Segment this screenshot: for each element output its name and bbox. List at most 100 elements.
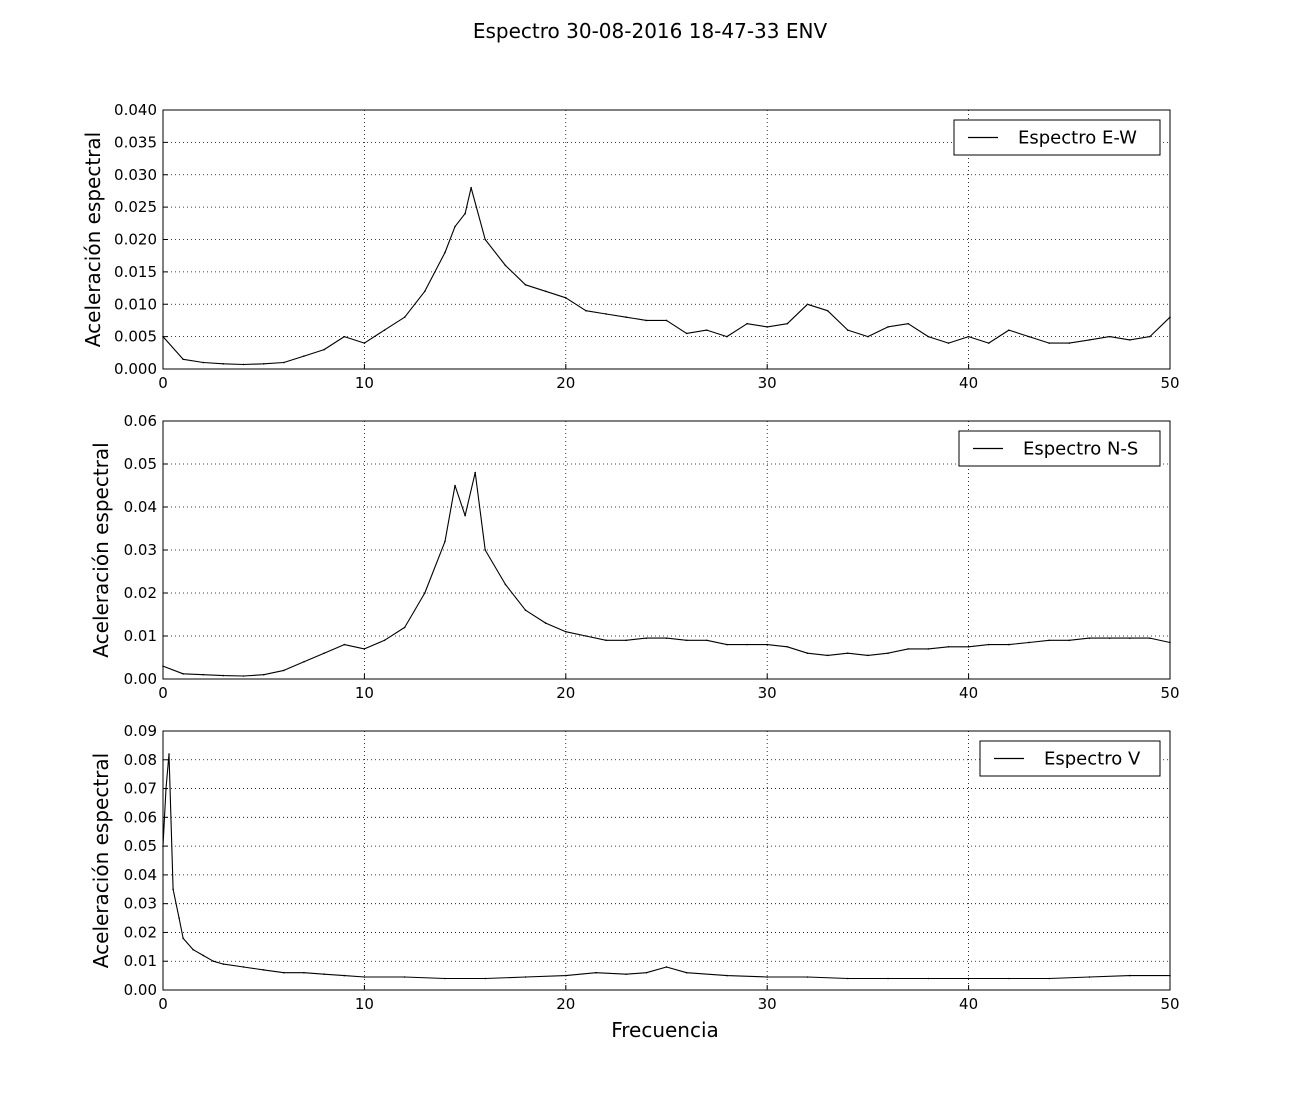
axes-frame	[162, 109, 1171, 370]
legend: Espectro N-S	[958, 430, 1161, 467]
data-point	[464, 514, 466, 517]
legend-label: Espectro N-S	[1023, 439, 1138, 460]
data-point	[262, 363, 265, 365]
data-point	[625, 639, 628, 642]
data-point	[383, 329, 386, 331]
y-tick-label: 0.05	[124, 837, 157, 855]
data-point	[363, 976, 366, 978]
data-point	[464, 212, 466, 215]
data-point	[1048, 639, 1050, 642]
data-point	[585, 309, 587, 312]
data-point	[222, 674, 225, 677]
data-point	[867, 335, 869, 338]
data-point	[1028, 335, 1030, 338]
data-point	[766, 976, 768, 978]
data-point	[1088, 339, 1091, 341]
data-point	[846, 977, 849, 980]
y-tick-label: 0.07	[124, 780, 157, 798]
y-tick-label: 0.035	[114, 133, 157, 151]
data-point	[202, 954, 205, 957]
data-point	[887, 326, 889, 328]
data-point	[283, 971, 285, 974]
data-point	[403, 316, 406, 319]
data-point	[645, 637, 648, 639]
x-tick-label: 30	[758, 995, 777, 1013]
data-point	[454, 484, 456, 487]
data-point	[424, 592, 426, 594]
data-point	[323, 652, 325, 654]
data-point	[524, 609, 527, 611]
x-tick-label: 0	[158, 684, 168, 702]
data-point	[1048, 977, 1050, 980]
y-tick-label: 0.025	[114, 198, 157, 216]
data-point	[565, 630, 567, 633]
y-tick-label: 0.02	[124, 584, 157, 602]
data-point	[524, 284, 527, 286]
data-point	[846, 652, 849, 654]
y-tick-label: 0.00	[124, 670, 157, 688]
data-point	[1048, 342, 1050, 344]
y-tick-label: 0.01	[124, 627, 157, 645]
data-point	[685, 971, 688, 974]
subplots: 0 10 20 30 40 500.0000.0050.0100.0150.0200.02…	[81, 101, 1180, 1013]
data-point	[746, 322, 748, 325]
x-tick-label: 40	[959, 684, 978, 702]
data-point	[867, 654, 869, 657]
data-point	[484, 549, 487, 551]
data-point	[565, 296, 567, 299]
data-point	[363, 342, 366, 344]
data-point	[343, 974, 346, 977]
data-point	[947, 342, 950, 344]
data-point	[202, 361, 205, 364]
x-tick-label: 20	[556, 374, 575, 392]
data-point	[766, 643, 768, 646]
data-point	[182, 937, 184, 939]
x-tick-label: 30	[758, 374, 777, 392]
x-axis-label: Frecuencia	[611, 1018, 719, 1042]
data-point	[907, 322, 909, 325]
y-axis-label: Aceleración espectral	[81, 132, 105, 347]
data-point	[887, 977, 889, 980]
data-point	[726, 335, 728, 338]
data-point	[1068, 639, 1071, 642]
x-tick-label: 40	[959, 995, 978, 1013]
y-axis-label: Aceleración espectral	[89, 442, 113, 657]
data-point	[595, 971, 597, 974]
data-point	[887, 652, 889, 654]
data-point	[172, 888, 174, 891]
legend: Espectro E-W	[953, 119, 1161, 156]
data-point	[524, 976, 527, 978]
x-tick-label: 30	[758, 684, 777, 702]
y-tick-label: 0.03	[124, 541, 157, 559]
x-tick-label: 40	[959, 374, 978, 392]
data-point	[222, 963, 225, 965]
y-tick-label: 0.00	[124, 981, 157, 999]
data-point	[1128, 637, 1131, 639]
data-point	[625, 973, 628, 975]
axes-frame	[162, 730, 1171, 991]
data-point	[665, 637, 668, 639]
data-point	[165, 787, 167, 790]
data-point	[470, 186, 472, 189]
data-point	[474, 471, 476, 474]
subplot-2: 0 10 20 30 40 50 0.00 0.01 0.02 0.03 0.04 0.05 0.06 A…	[89, 412, 1180, 702]
data-point	[947, 645, 950, 648]
data-point	[1008, 977, 1010, 980]
data-point	[403, 626, 406, 629]
x-tick-label: 10	[355, 374, 374, 392]
data-point	[222, 363, 225, 365]
data-point	[826, 654, 829, 657]
data-point	[726, 974, 728, 977]
x-tick-label: 50	[1160, 684, 1179, 702]
data-point	[967, 645, 970, 648]
data-point	[565, 974, 567, 977]
data-point	[806, 652, 809, 654]
data-point	[665, 966, 668, 968]
data-point	[424, 290, 426, 293]
y-tick-label: 0.06	[124, 808, 157, 826]
data-point	[967, 977, 970, 980]
y-tick-label: 0.015	[114, 263, 157, 281]
data-point	[262, 673, 265, 676]
y-tick-label: 0.09	[124, 722, 157, 740]
